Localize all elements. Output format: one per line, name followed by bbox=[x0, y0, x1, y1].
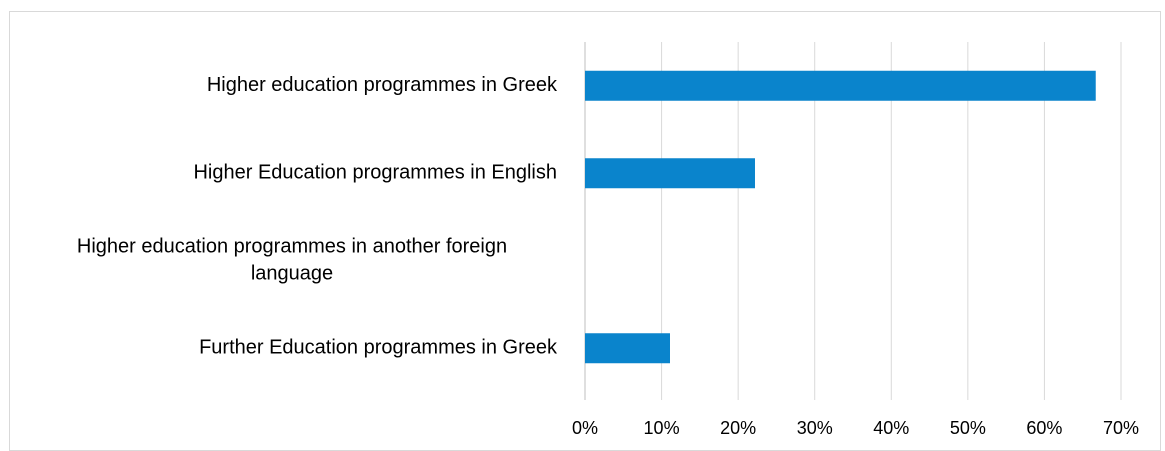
x-tick-label: 0% bbox=[572, 418, 598, 438]
bar bbox=[585, 333, 670, 364]
x-tick-label: 50% bbox=[950, 418, 986, 438]
category-label: Higher education programmes in another f… bbox=[77, 236, 507, 285]
bar bbox=[585, 70, 1096, 101]
x-tick-label: 10% bbox=[644, 418, 680, 438]
bar bbox=[585, 158, 755, 189]
category-label: Further Education programmes in Greek bbox=[199, 337, 558, 359]
category-label: Higher Education programmes in English bbox=[193, 162, 557, 184]
x-tick-label: 30% bbox=[797, 418, 833, 438]
x-tick-label: 20% bbox=[720, 418, 756, 438]
category-label: Higher education programmes in Greek bbox=[207, 74, 558, 96]
x-tick-label: 40% bbox=[873, 418, 909, 438]
x-tick-label: 60% bbox=[1026, 418, 1062, 438]
x-tick-label: 70% bbox=[1103, 418, 1139, 438]
